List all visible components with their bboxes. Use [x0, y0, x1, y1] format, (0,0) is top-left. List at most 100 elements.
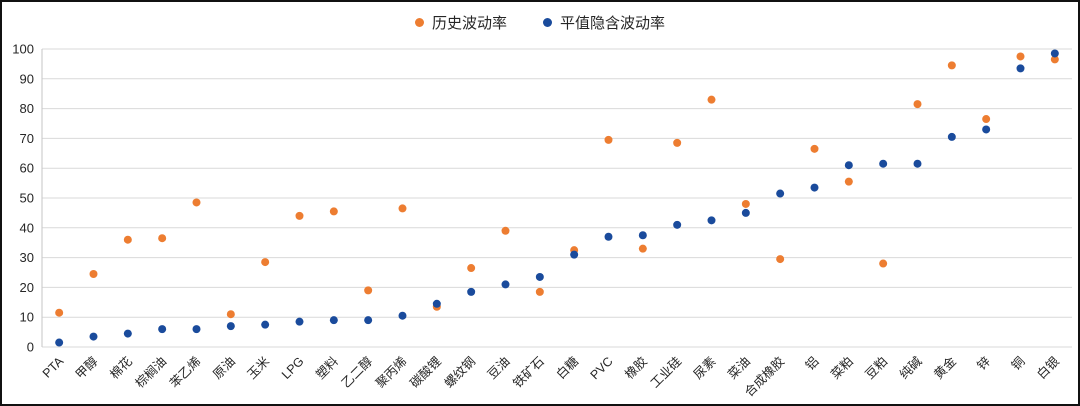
data-point-historical-volatility [638, 244, 647, 253]
legend-item-implied-volatility: 平值隐含波动率 [543, 12, 665, 33]
data-point-historical-volatility [158, 234, 167, 243]
x-axis-label: 棉花 [107, 354, 135, 382]
data-point-implied-volatility [810, 183, 819, 192]
data-point-historical-volatility [673, 138, 682, 147]
data-point-historical-volatility [501, 226, 510, 235]
x-axis-label: 塑料 [313, 353, 342, 382]
data-point-historical-volatility [982, 115, 991, 124]
data-point-implied-volatility [1016, 64, 1025, 73]
x-axis-label: 铜 [1008, 354, 1027, 373]
x-axis-label: 尿素 [691, 354, 719, 382]
data-point-implied-volatility [913, 159, 922, 168]
data-point-implied-volatility [261, 320, 270, 329]
y-tick-label: 30 [20, 250, 34, 265]
x-axis-label: 豆粕 [862, 354, 890, 382]
data-point-historical-volatility [123, 235, 132, 244]
y-tick-label: 60 [20, 161, 34, 176]
data-point-implied-volatility [707, 216, 716, 225]
y-tick-label: 0 [27, 340, 34, 355]
x-axis-label: 豆油 [485, 354, 513, 382]
data-point-implied-volatility [467, 287, 476, 296]
data-point-implied-volatility [535, 272, 544, 281]
data-point-historical-volatility [364, 286, 373, 295]
data-point-implied-volatility [123, 329, 132, 338]
x-axis-label: 苯乙烯 [167, 354, 203, 390]
x-axis-label: 黄金 [931, 353, 960, 382]
data-point-implied-volatility [604, 232, 613, 241]
data-point-implied-volatility [398, 311, 407, 320]
x-axis-label: 锌 [975, 354, 994, 373]
data-point-historical-volatility [226, 310, 235, 319]
y-tick-label: 80 [20, 101, 34, 116]
data-point-historical-volatility [261, 258, 270, 267]
x-axis-label: 原油 [210, 354, 238, 382]
data-point-implied-volatility [364, 316, 373, 325]
data-point-historical-volatility [1050, 55, 1059, 64]
data-point-implied-volatility [329, 316, 338, 325]
data-point-implied-volatility [982, 125, 991, 134]
x-axis-label: 菜粕 [828, 354, 856, 382]
data-point-historical-volatility [776, 255, 785, 264]
data-point-historical-volatility [535, 287, 544, 296]
x-axis-label: 碳酸锂 [407, 354, 444, 391]
data-point-implied-volatility [158, 325, 167, 334]
data-point-implied-volatility [55, 338, 64, 347]
data-point-historical-volatility [329, 207, 338, 216]
chart-legend: 历史波动率 平值隐含波动率 [2, 8, 1078, 36]
legend-label-implied: 平值隐含波动率 [560, 14, 666, 32]
data-point-historical-volatility [295, 211, 304, 220]
x-axis-label: PTA [40, 354, 67, 381]
x-axis-label: 橡胶 [622, 354, 650, 382]
x-axis-label: 棕榈油 [132, 354, 169, 391]
x-axis-label: 乙二醇 [338, 354, 375, 391]
data-point-implied-volatility [741, 208, 750, 217]
data-point-historical-volatility [467, 264, 476, 273]
x-axis-label: 螺纹钢 [442, 354, 478, 390]
data-point-implied-volatility [879, 159, 888, 168]
data-point-implied-volatility [89, 332, 98, 341]
data-point-implied-volatility [844, 161, 853, 170]
data-point-implied-volatility [1050, 49, 1059, 58]
x-axis-label: 白糖 [553, 353, 582, 382]
data-point-historical-volatility [1016, 52, 1025, 61]
x-axis-label: 工业硅 [648, 354, 684, 390]
legend-dot-historical-icon [414, 17, 424, 27]
data-point-historical-volatility [192, 198, 201, 207]
data-point-implied-volatility [947, 132, 956, 141]
x-axis-label: 铝 [802, 354, 821, 373]
y-tick-label: 20 [20, 280, 34, 295]
data-point-historical-volatility [604, 135, 613, 144]
x-axis-label: 聚丙烯 [373, 354, 409, 390]
y-tick-label: 40 [20, 220, 34, 235]
data-point-historical-volatility [844, 177, 853, 186]
data-point-implied-volatility [295, 317, 304, 326]
y-tick-label: 100 [12, 42, 34, 57]
data-point-historical-volatility [55, 308, 64, 317]
data-point-implied-volatility [570, 250, 579, 259]
data-point-historical-volatility [810, 144, 819, 153]
x-axis-label: 甲醇 [72, 354, 100, 382]
data-point-historical-volatility [89, 269, 98, 278]
y-tick-label: 90 [20, 71, 34, 86]
x-axis-label: 菜油 [725, 354, 753, 382]
x-axis-label: LPG [279, 354, 307, 382]
x-axis-label: 纯碱 [897, 354, 925, 382]
y-tick-label: 70 [20, 131, 34, 146]
data-point-historical-volatility [398, 204, 407, 213]
legend-dot-implied-icon [543, 17, 552, 27]
data-point-implied-volatility [776, 189, 785, 198]
x-axis-label: 白银 [1034, 353, 1063, 382]
x-axis-label: PVC [588, 354, 616, 382]
data-point-implied-volatility [638, 231, 647, 240]
data-point-historical-volatility [741, 199, 750, 208]
data-point-historical-volatility [947, 61, 956, 70]
y-tick-label: 50 [20, 191, 34, 206]
data-point-historical-volatility [707, 95, 716, 104]
legend-item-historical-volatility: 历史波动率 [414, 12, 507, 33]
data-point-implied-volatility [226, 322, 235, 331]
y-tick-label: 10 [20, 310, 34, 325]
data-point-historical-volatility [913, 100, 922, 109]
data-point-implied-volatility [501, 280, 510, 289]
